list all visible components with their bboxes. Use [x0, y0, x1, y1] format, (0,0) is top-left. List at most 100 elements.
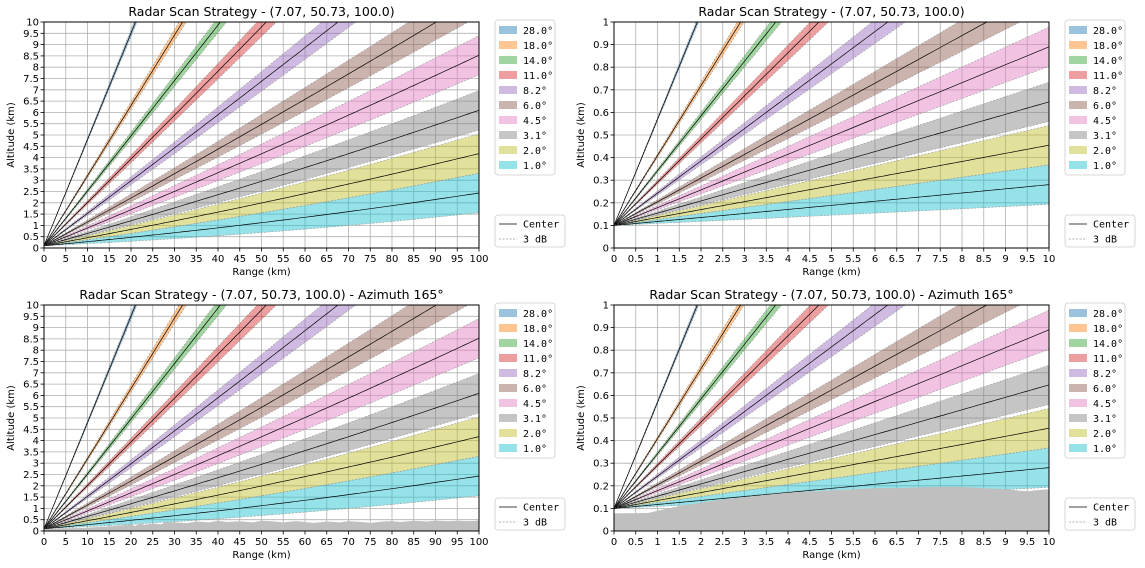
legend-label: 14.0° [1093, 56, 1123, 67]
beam-14.0° [44, 305, 227, 529]
beam-center [44, 475, 479, 530]
y-tick-label: 2 [33, 481, 39, 492]
beam-center [44, 305, 267, 529]
legend-swatch [499, 101, 517, 109]
legend-label: 1.0° [1093, 444, 1117, 455]
y-tick-label: 6.5 [23, 97, 39, 108]
beam-center [44, 22, 437, 247]
beam-8.2° [44, 305, 356, 529]
y-tick-label: 0.9 [593, 40, 609, 51]
beam-center [614, 184, 1049, 226]
x-tick-label: 5 [63, 254, 69, 265]
beam-6.0° [44, 305, 469, 529]
x-tick-label: 8 [959, 254, 965, 265]
x-tick-label: 1.5 [671, 254, 687, 265]
beam-3db-upper [614, 22, 873, 226]
beam-center [614, 46, 1049, 226]
x-tick-label: 85 [407, 537, 420, 548]
y-tick-label: 0 [603, 244, 609, 255]
beam-2.0° [614, 408, 1049, 509]
y-tick-label: 0.8 [593, 63, 609, 74]
y-tick-label: 0 [33, 527, 39, 538]
legend-swatch [499, 324, 517, 332]
legend-swatch [1069, 56, 1087, 64]
legend-swatch [499, 444, 517, 452]
legend-label: 3 dB [1093, 518, 1117, 529]
legend-label: 1.0° [523, 444, 547, 455]
x-tick-label: 95 [451, 254, 464, 265]
beam-6.0° [44, 22, 469, 246]
chart-title: Radar Scan Strategy - (7.07, 50.73, 100.… [698, 4, 964, 19]
beam-3db-lower [614, 349, 1049, 509]
beam-center [614, 305, 698, 509]
y-axis-label: Altitude (km) [576, 385, 587, 451]
legend-label: 8.2° [523, 86, 547, 97]
x-tick-label: 0.5 [628, 254, 644, 265]
x-tick-label: 100 [469, 537, 488, 548]
legend-label: 4.5° [523, 116, 547, 127]
beam-3db-lower [44, 412, 479, 529]
legend-elevations: 28.0° 18.0° 14.0° 11.0° 8.2° 6.0° 4.5° 3.1°… [1064, 302, 1126, 459]
x-tick-label: 20 [125, 254, 138, 265]
x-tick-label: 10 [81, 537, 94, 548]
legend-swatch [499, 131, 517, 139]
beam-center [614, 22, 889, 226]
y-tick-label: 7 [33, 368, 39, 379]
legend-label: 8.2° [1093, 86, 1117, 97]
legend-label: 1.0° [523, 161, 547, 172]
beam-center [44, 305, 221, 529]
y-tick-label: 4 [33, 153, 39, 164]
legend-swatch [1069, 71, 1087, 79]
y-tick-label: 7 [33, 85, 39, 96]
beam-3db-upper [614, 26, 1049, 226]
legend-lines: Center 3 dB [494, 214, 566, 248]
legend-label: Center [1093, 503, 1129, 514]
x-tick-label: 8 [959, 537, 965, 548]
beam-2.0° [44, 416, 479, 529]
beam-1.0° [44, 173, 479, 246]
beam-3db-lower [614, 22, 829, 226]
x-tick-label: 2 [698, 254, 704, 265]
legend-swatch [1069, 324, 1087, 332]
beam-3db-lower [614, 204, 1049, 226]
y-tick-label: 0.1 [593, 221, 609, 232]
subplot-4: 0 0.5 1 1.5 2 2.5 3 3.5 4 4.5 5 5.5 6 6.5 7 7.5 8 8.5 9 9.5… [576, 287, 1136, 561]
y-tick-label: 0.7 [593, 85, 609, 96]
legend-swatch [1069, 369, 1087, 377]
y-tick-label: 0 [603, 527, 609, 538]
x-tick-label: 60 [299, 254, 312, 265]
plot-area [614, 305, 1049, 531]
subplot-3: 0 5 10 15 20 25 30 35 40 45 50 55 60 65 70 75 80 85 90 95 10… [6, 287, 566, 561]
legend-swatch [499, 384, 517, 392]
beam-3db-upper [614, 22, 697, 226]
legend-label: 8.2° [523, 369, 547, 380]
legend-box [494, 214, 566, 248]
legend-label: 3 dB [523, 235, 547, 246]
x-tick-label: 3.5 [758, 537, 774, 548]
beam-3db-lower [614, 22, 745, 226]
beam-3db-lower [614, 404, 1049, 509]
grid [43, 304, 480, 532]
beam-3db-upper [44, 22, 215, 246]
legend-box [494, 497, 566, 531]
x-tick-label: 95 [451, 537, 464, 548]
y-tick-label: 5.5 [23, 119, 39, 130]
chart-title: Radar Scan Strategy - (7.07, 50.73, 100.… [79, 287, 443, 302]
beam-center [44, 54, 479, 247]
x-tick-label: 9 [1002, 254, 1008, 265]
y-tick-label: 0.5 [593, 414, 609, 425]
x-tick-label: 9.5 [1019, 537, 1035, 548]
y-tick-label: 4 [33, 436, 39, 447]
legend-box [494, 302, 556, 459]
legend-label: 11.0° [1093, 354, 1123, 365]
legend-swatch [1069, 116, 1087, 124]
x-tick-label: 10 [81, 254, 94, 265]
x-tick-label: 2 [698, 537, 704, 548]
y-tick-label: 1 [33, 221, 39, 232]
y-tick-label: 7.5 [23, 357, 39, 368]
beam-8.2° [44, 22, 356, 246]
legend-label: 2.0° [523, 429, 547, 440]
legend-swatch [1069, 399, 1087, 407]
beam-3db-upper [614, 309, 1049, 509]
beam-3db-lower [44, 22, 357, 246]
